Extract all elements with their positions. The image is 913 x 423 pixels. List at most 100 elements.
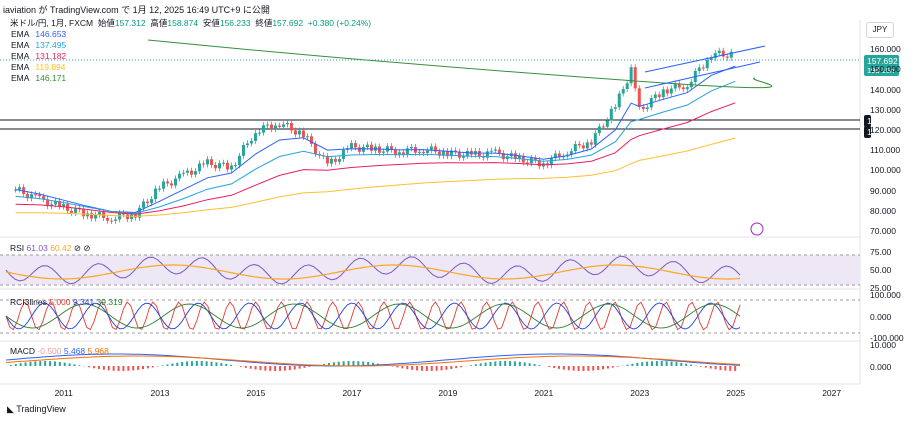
candle-body bbox=[106, 217, 110, 221]
macd-histogram-bar bbox=[435, 366, 438, 371]
candle-body bbox=[241, 145, 245, 156]
macd-histogram-bar bbox=[288, 366, 291, 371]
macd-histogram-bar bbox=[274, 366, 277, 371]
candle-body bbox=[561, 156, 565, 158]
macd-histogram-bar bbox=[44, 361, 47, 366]
candle-body bbox=[645, 107, 649, 110]
macd-histogram-bar bbox=[499, 361, 502, 366]
macd-histogram-bar bbox=[494, 361, 497, 366]
macd-histogram-bar bbox=[249, 366, 252, 369]
ema-value: 137.495 bbox=[35, 40, 67, 50]
candle-body bbox=[681, 87, 685, 90]
symbol-line: 米ドル/円, 1月, FXCM 始値157.312 高値158.874 安値15… bbox=[10, 18, 372, 28]
macd-histogram-bar bbox=[151, 366, 154, 368]
macd-histogram-bar bbox=[102, 366, 105, 370]
candle-body bbox=[501, 153, 505, 160]
candle-body bbox=[170, 183, 174, 186]
open-value: 157.312 bbox=[114, 18, 146, 28]
indicator-tick-label: 50.00 bbox=[870, 265, 892, 275]
candle-body bbox=[253, 133, 257, 141]
candle-body bbox=[437, 151, 441, 156]
macd-histogram-bar bbox=[190, 361, 193, 366]
candle-body bbox=[214, 165, 218, 169]
ema-line bbox=[15, 137, 736, 217]
price-tick-label: 160.000 bbox=[870, 44, 901, 55]
symbol-name: 米ドル/円, 1月, FXCM bbox=[10, 18, 94, 28]
ema-line bbox=[15, 102, 736, 215]
macd-histogram-bar bbox=[24, 362, 27, 366]
macd-histogram-bar bbox=[323, 363, 326, 366]
candle-body bbox=[557, 153, 561, 158]
candle-body bbox=[325, 156, 329, 164]
ema-name: EMA bbox=[11, 62, 30, 72]
macd-histogram-bar bbox=[479, 363, 482, 366]
candle-body bbox=[285, 122, 289, 125]
macd-histogram-bar bbox=[411, 366, 414, 370]
ema-legend-row: EMA 119.894 bbox=[11, 62, 66, 72]
macd-histogram-bar bbox=[39, 361, 42, 366]
macd-histogram-bar bbox=[166, 364, 169, 366]
tradingview-logo-icon: ◣ bbox=[7, 404, 14, 414]
candle-body bbox=[597, 126, 601, 134]
candle-body bbox=[417, 151, 421, 153]
candle-body bbox=[178, 173, 182, 179]
candle-body bbox=[601, 126, 605, 128]
candle-body bbox=[425, 150, 429, 153]
candle-body bbox=[485, 151, 489, 158]
candle-body bbox=[361, 147, 365, 152]
macd-histogram-bar bbox=[127, 366, 130, 371]
price-tick-label: 80.000 bbox=[870, 205, 896, 216]
candle-body bbox=[82, 209, 86, 217]
candle-body bbox=[429, 146, 433, 151]
candle-body bbox=[110, 220, 114, 222]
candle-body bbox=[261, 125, 265, 133]
macd-histogram-bar bbox=[597, 366, 600, 371]
candle-body bbox=[190, 170, 194, 175]
candle-body bbox=[513, 153, 517, 160]
publish-header: iaviation が TradingView.com で 1月 12, 202… bbox=[3, 3, 270, 16]
candle-body bbox=[154, 188, 158, 200]
candle-body bbox=[329, 158, 333, 164]
macd-histogram-bar bbox=[132, 366, 135, 371]
candle-body bbox=[142, 201, 146, 208]
price-tick-label: 110.000 bbox=[870, 145, 901, 156]
currency-button[interactable]: JPY bbox=[866, 22, 894, 38]
candle-body bbox=[625, 83, 629, 90]
macd-histogram-bar bbox=[469, 365, 472, 366]
macd-histogram-bar bbox=[548, 366, 551, 368]
candle-body bbox=[249, 140, 253, 144]
macd-histogram-bar bbox=[734, 366, 737, 371]
candle-body bbox=[709, 58, 713, 60]
candle-body bbox=[126, 214, 130, 220]
macd-histogram-bar bbox=[97, 366, 100, 370]
candle-body bbox=[70, 210, 74, 213]
candle-body bbox=[381, 151, 385, 153]
candle-body bbox=[685, 87, 689, 90]
indicator-tick-label: 25.00 bbox=[870, 283, 892, 293]
macd-histogram-bar bbox=[29, 361, 32, 366]
macd-histogram-bar bbox=[215, 362, 218, 366]
candle-body bbox=[537, 160, 541, 167]
candle-body bbox=[114, 219, 118, 221]
candle-body bbox=[713, 53, 717, 59]
candle-body bbox=[449, 150, 453, 157]
candle-body bbox=[218, 163, 221, 169]
candle-body bbox=[146, 201, 150, 204]
time-tick-label: 2011 bbox=[54, 388, 73, 398]
macd-histogram-bar bbox=[450, 366, 453, 370]
macd-histogram-bar bbox=[489, 361, 492, 366]
macd-histogram-bar bbox=[93, 366, 96, 369]
candle-body bbox=[74, 207, 78, 213]
candle-body bbox=[221, 162, 225, 164]
ema-legend-row: EMA 146.171 bbox=[11, 73, 66, 83]
candle-body bbox=[461, 155, 465, 158]
candle-body bbox=[269, 124, 273, 130]
macd-histogram-bar bbox=[73, 364, 76, 366]
hide-icon[interactable]: ⊘ bbox=[83, 243, 91, 253]
macd-histogram-bar bbox=[641, 362, 644, 366]
macd-histogram-bar bbox=[244, 366, 247, 368]
settings-icon[interactable]: ⊘ bbox=[73, 243, 81, 253]
candle-body bbox=[26, 193, 30, 199]
candle-body bbox=[281, 124, 285, 127]
